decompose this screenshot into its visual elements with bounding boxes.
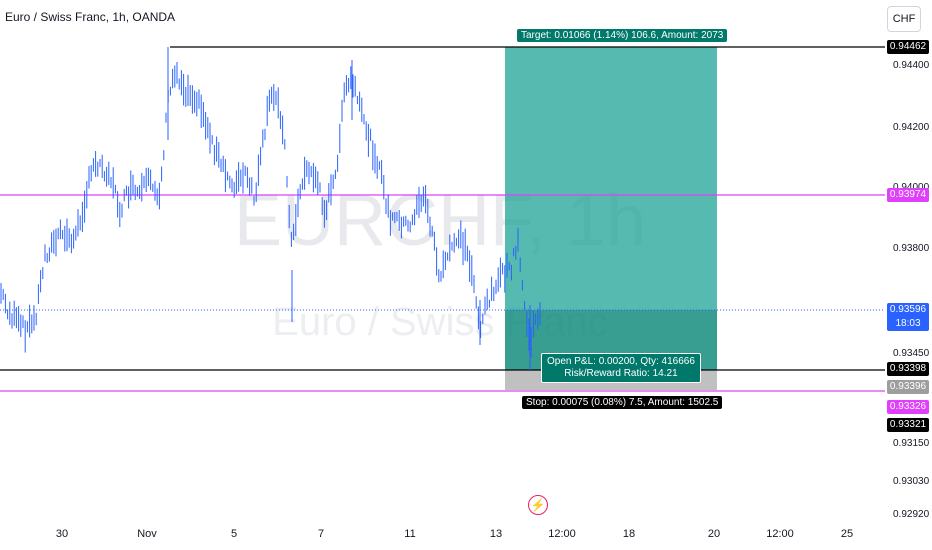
time-tick: 11 [404, 528, 416, 540]
time-tick: 13 [489, 528, 503, 540]
price-tick: 0.93030 [893, 476, 930, 487]
target-label: Target: 0.01066 (1.14%) 106.6, Amount: 2… [517, 29, 728, 42]
stop-price-badge: 0.93396 [887, 380, 929, 394]
current-price-badge: 0.93596 [887, 303, 929, 317]
price-tick: 0.94000 [893, 182, 929, 193]
time-tick: 7 [317, 528, 325, 540]
time-tick: 18 [622, 528, 636, 540]
entry-price-badge: 0.93398 [887, 362, 929, 376]
currency-button[interactable]: CHF [887, 6, 921, 32]
stop-label: Stop: 0.00075 (0.08%) 7.5, Amount: 1502.… [522, 396, 723, 409]
price-tick: 0.92920 [893, 509, 930, 520]
lightning-icon[interactable]: ⚡ [528, 495, 548, 515]
pink-upper-price-badge: 0.93974 [887, 188, 929, 202]
time-tick: 12:00 [766, 528, 794, 540]
pnl-label: Open P&L: 0.00200, Qty: 416666 [547, 356, 695, 367]
price-tick: 0.93800 [893, 243, 930, 254]
price-tick: 0.94400 [893, 60, 930, 71]
time-tick: 5 [230, 528, 238, 540]
countdown-badge: 18:03 [887, 317, 929, 331]
price-tick: 0.93450 [893, 348, 930, 359]
time-tick: 12:00 [548, 528, 576, 540]
lower-black-price-badge: 0.93321 [887, 418, 929, 432]
time-tick: 25 [840, 528, 854, 540]
target-price-badge: 0.94462 [887, 40, 929, 54]
time-tick: Nov [137, 528, 157, 540]
pnl-box: Open P&L: 0.00200, Qty: 416666 Risk/Rewa… [541, 353, 701, 383]
candles [0, 47, 541, 370]
ratio-label: Risk/Reward Ratio: 14.21 [564, 368, 678, 379]
time-tick: 20 [707, 528, 721, 540]
time-tick: 30 [55, 528, 69, 540]
price-tick: 0.94200 [893, 122, 930, 133]
chart-title: Euro / Swiss Franc, 1h, OANDA [5, 10, 176, 24]
pink-lower-price-badge: 0.93326 [887, 400, 929, 414]
price-tick: 0.93150 [893, 438, 930, 449]
